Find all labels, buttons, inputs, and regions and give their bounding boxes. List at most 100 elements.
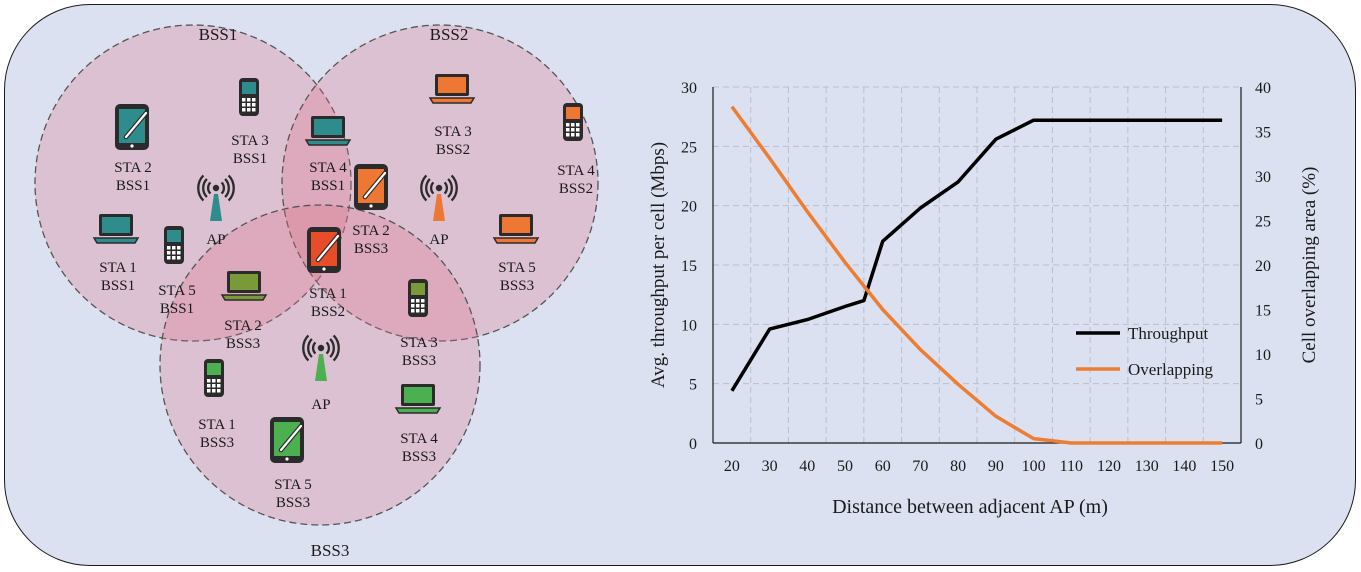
- station-label-line1: STA 5: [498, 260, 536, 276]
- station-label-line2: BSS3: [276, 495, 310, 511]
- station-devices: [92, 74, 583, 463]
- x-tick-label: 60: [875, 458, 891, 475]
- station-label-line1: STA 2: [224, 318, 262, 334]
- x-tick-label: 110: [1060, 458, 1083, 475]
- laptop-icon: [394, 384, 442, 414]
- tablet-icon: [270, 417, 304, 463]
- station-label-line1: STA 2: [114, 160, 152, 176]
- bss-topology-diagram: BSS1 BSS2 BSS3 STA 2 BSS1 STA 3 BSS1 STA 1 BS…: [34, 24, 599, 560]
- phone-icon: [239, 78, 259, 116]
- tablet-icon: [115, 104, 149, 150]
- x-tick-label: 70: [912, 458, 928, 475]
- y-tick-label-right: 15: [1255, 303, 1271, 320]
- x-tick-label: 30: [762, 458, 778, 475]
- station-label-line2: BSS1: [101, 278, 135, 294]
- station-label-line1: STA 1: [309, 286, 347, 302]
- tablet-icon: [354, 164, 388, 210]
- station-label-line2: BSS2: [311, 304, 345, 320]
- access-point-icon: [302, 334, 340, 381]
- ap-label: AP: [206, 232, 225, 248]
- station-label-line1: STA 3: [231, 133, 269, 149]
- y-axis-label-right: Cell overlapping area (%): [1299, 167, 1320, 364]
- bss2-coverage-circle: [281, 24, 599, 342]
- y-tick-label-right: 0: [1255, 436, 1263, 453]
- bss2-title: BSS2: [430, 25, 469, 44]
- station-label-line1: STA 1: [99, 260, 137, 276]
- y-tick-label-left: 5: [689, 377, 697, 394]
- x-tick-label: 150: [1210, 458, 1234, 475]
- x-tick-label: 40: [799, 458, 815, 475]
- y-tick-label-right: 35: [1255, 125, 1271, 142]
- bss1-coverage-circle: [34, 24, 352, 342]
- y-tick-label-right: 10: [1255, 347, 1271, 364]
- station-label-line2: BSS3: [226, 336, 260, 352]
- station-label-line2: BSS1: [233, 151, 267, 167]
- y-axis-label-left: Avg. throughput per cell (Mbps): [648, 142, 669, 388]
- bss3-title: BSS3: [311, 541, 350, 560]
- y-tick-label-left: 20: [681, 199, 697, 216]
- legend-label-throughput: Throughput: [1128, 324, 1209, 343]
- tablet-icon: [307, 227, 341, 273]
- ap-label: AP: [429, 232, 448, 248]
- station-label-line1: STA 3: [400, 335, 438, 351]
- station-label-line2: BSS1: [160, 301, 194, 317]
- access-point-icon: [197, 174, 235, 221]
- station-label-line1: STA 4: [400, 431, 438, 447]
- x-tick-label: 120: [1097, 458, 1121, 475]
- y-tick-label-left: 0: [689, 436, 697, 453]
- x-tick-label: 100: [1022, 458, 1046, 475]
- x-axis-label: Distance between adjacent AP (m): [832, 496, 1108, 518]
- laptop-icon: [492, 214, 540, 244]
- x-tick-label: 140: [1172, 458, 1196, 475]
- phone-icon: [164, 226, 184, 264]
- station-label-line2: BSS1: [311, 178, 345, 194]
- phone-icon: [563, 103, 583, 141]
- station-label-line2: BSS2: [559, 181, 593, 197]
- station-label-line1: STA 2: [352, 223, 390, 239]
- y-tick-label-left: 10: [681, 317, 697, 334]
- station-label-line1: STA 4: [309, 160, 347, 176]
- y-tick-label-left: 25: [681, 139, 697, 156]
- bss1-title: BSS1: [199, 25, 238, 44]
- y-tick-label-left: 30: [681, 80, 697, 97]
- x-tick-label: 50: [837, 458, 853, 475]
- legend-label-overlapping: Overlapping: [1128, 360, 1213, 379]
- access-point-icon: [420, 174, 458, 221]
- station-label-line1: STA 1: [198, 417, 236, 433]
- series-line-overlapping: [730, 105, 1223, 445]
- station-label-line2: BSS3: [402, 449, 436, 465]
- y-tick-label-right: 40: [1255, 80, 1271, 97]
- y-tick-label-right: 5: [1255, 392, 1263, 409]
- ap-label: AP: [311, 397, 330, 413]
- y-tick-label-right: 30: [1255, 169, 1271, 186]
- station-labels: STA 2 BSS1 STA 3 BSS1 STA 1 BSS1 STA 5 BSS1 STA …: [99, 124, 595, 511]
- station-label-line2: BSS1: [116, 178, 150, 194]
- y-tick-label-left: 15: [681, 258, 697, 275]
- station-label-line1: STA 4: [557, 163, 595, 179]
- laptop-icon: [428, 74, 476, 104]
- chart-legend: Throughput Overlapping: [1076, 324, 1213, 379]
- station-label-line1: STA 3: [434, 124, 472, 140]
- x-tick-label: 80: [950, 458, 966, 475]
- access-points: [197, 174, 458, 381]
- x-tick-label: 90: [988, 458, 1004, 475]
- station-label-line1: STA 5: [158, 283, 196, 299]
- chart-grid: [713, 86, 1241, 444]
- station-label-line2: BSS2: [436, 142, 470, 158]
- laptop-icon: [220, 271, 268, 301]
- chart-series: [730, 105, 1223, 445]
- y-tick-label-right: 25: [1255, 214, 1271, 231]
- series-line-throughput: [730, 118, 1223, 392]
- station-label-line2: BSS3: [354, 241, 388, 257]
- y-tick-label-right: 20: [1255, 258, 1271, 275]
- x-tick-label: 130: [1135, 458, 1159, 475]
- laptop-icon: [92, 214, 140, 244]
- chart-tick-labels: 20 30 40 50 60 70 80 90 100 110 120 130 140 150051015…: [681, 80, 1271, 475]
- station-label-line2: BSS3: [402, 353, 436, 369]
- station-label-line2: BSS3: [500, 278, 534, 294]
- x-tick-label: 20: [724, 458, 740, 475]
- phone-icon: [204, 359, 224, 397]
- station-label-line1: STA 5: [274, 477, 312, 493]
- station-label-line2: BSS3: [200, 435, 234, 451]
